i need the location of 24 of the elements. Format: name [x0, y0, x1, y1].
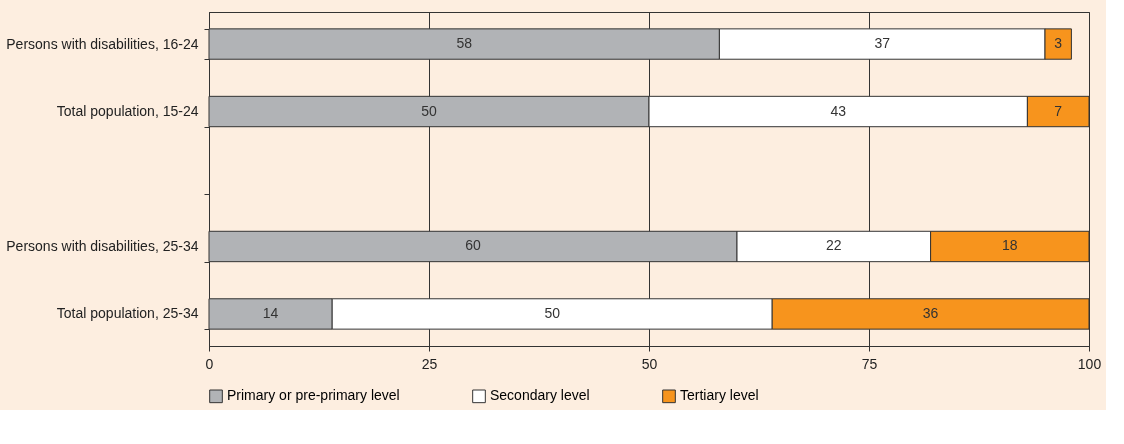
data-label: 3 — [1054, 35, 1063, 52]
data-label: 50 — [544, 304, 561, 321]
data-label: 37 — [874, 35, 891, 52]
x-tick-label: 25 — [421, 355, 438, 372]
x-tick-label: 75 — [861, 355, 878, 372]
data-label: 36 — [922, 304, 939, 321]
data-label: 7 — [1054, 102, 1063, 119]
data-label: 22 — [826, 237, 842, 254]
data-label: 14 — [262, 304, 279, 321]
legend-label: Tertiary level — [680, 387, 759, 404]
data-label: 50 — [421, 102, 437, 119]
y-tick-label: Persons with disabilities, 25-34 — [6, 237, 199, 254]
data-label: 60 — [465, 237, 481, 254]
data-label: 43 — [830, 102, 847, 119]
y-tick-label: Total population, 15-24 — [56, 103, 199, 120]
y-tick-label: Total population, 25-34 — [56, 305, 199, 322]
x-tick-label: 100 — [1077, 355, 1102, 372]
y-tick-label: Persons with disabilities, 16-24 — [6, 35, 199, 52]
x-tick-label: 50 — [641, 355, 658, 372]
data-label: 18 — [1002, 237, 1018, 254]
legend-label: Secondary level — [490, 387, 590, 404]
data-label: 58 — [456, 35, 473, 52]
legend-label: Primary or pre-primary level — [227, 387, 400, 404]
x-tick-label: 0 — [205, 355, 214, 372]
